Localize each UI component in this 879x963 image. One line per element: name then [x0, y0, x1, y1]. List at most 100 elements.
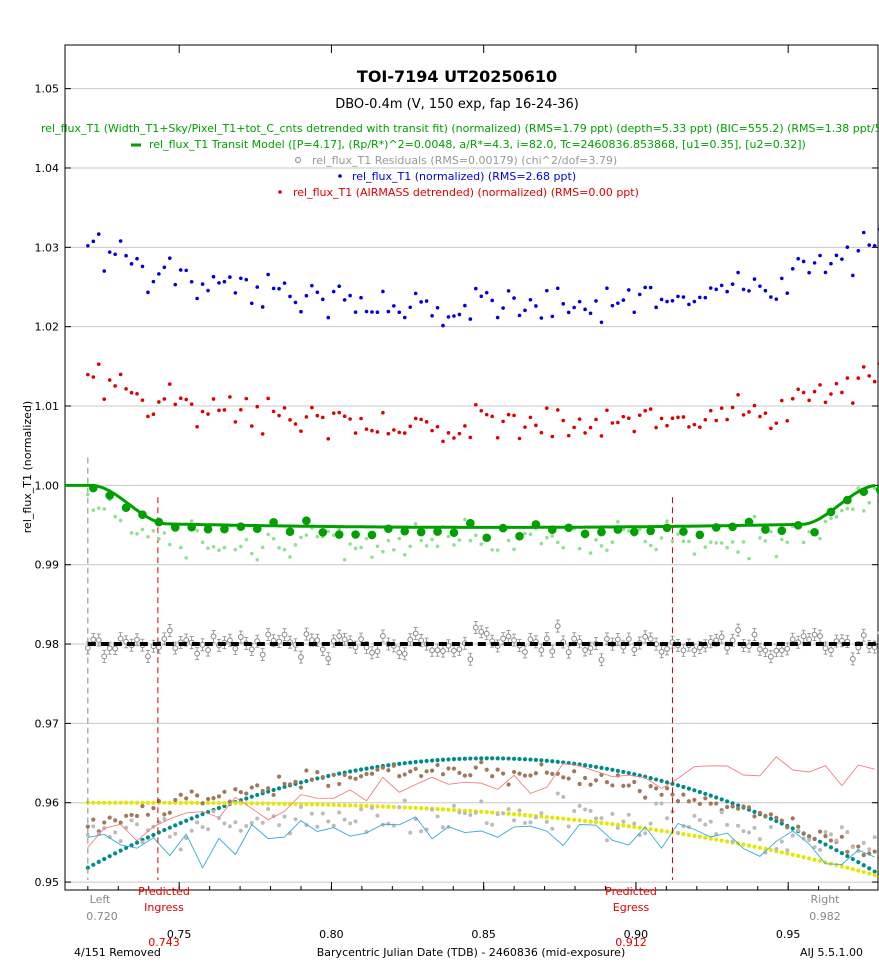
red-point [118, 372, 123, 377]
curve-tot_C_cnts-point [304, 823, 309, 828]
curve-sky-point [730, 804, 735, 809]
residual-point [565, 649, 572, 656]
curve-tot_C_cnts-point [632, 821, 637, 826]
residual-point [505, 633, 512, 640]
green-light-point [277, 545, 281, 550]
curve-airmass-point [714, 795, 719, 800]
blue-point [501, 306, 505, 310]
red-point [523, 425, 527, 429]
green-binned-point [220, 524, 229, 534]
curve-tot_C_cnts-point [501, 811, 506, 816]
curve-sky-point [200, 801, 205, 806]
red-point [637, 413, 642, 418]
green-light-point [681, 539, 686, 544]
red-point [790, 396, 795, 401]
blue-point [359, 295, 363, 300]
curve-sky-point [424, 769, 429, 774]
residual-point [166, 627, 173, 634]
y-tick-label-1: 0.96 [35, 797, 60, 810]
green-light-point [626, 529, 631, 533]
blue-point [506, 289, 511, 293]
curve-sky-point [610, 783, 615, 788]
red-point [146, 414, 150, 419]
curve-tot_C_cnts-point [594, 816, 599, 821]
blue-point [402, 315, 407, 320]
curve-width-point [752, 844, 757, 849]
curve-airmass-point [145, 835, 151, 840]
blue-point [654, 305, 658, 310]
curve-airmass-point [435, 758, 440, 763]
curve-width-point [561, 816, 566, 821]
curve-airmass-point [544, 758, 549, 763]
blue-point [851, 273, 855, 278]
curve-sky-point [823, 834, 828, 839]
green-light-point [741, 540, 746, 544]
curve-width-point [714, 837, 719, 842]
residual-point [440, 648, 446, 654]
curve-tot_C_cnts-point [807, 837, 812, 842]
red-point [479, 408, 484, 413]
curve-tot_C_cnts-point [741, 829, 746, 834]
green-light-point [200, 540, 205, 545]
legend-entry-normalized: rel_flux_T1 (normalized) (RMS=2.68 ppt) [352, 170, 576, 183]
red-point [577, 417, 582, 421]
curve-sky-point [129, 812, 134, 818]
green-light-point [577, 546, 582, 551]
green-light-point [736, 550, 740, 554]
curve-sky-point [856, 844, 861, 849]
curve-tot_C_cnts-point [277, 823, 282, 828]
curve-airmass-point [681, 784, 686, 790]
curve-sky-point [539, 762, 544, 767]
residual-point [407, 636, 414, 643]
curve-airmass-point [735, 803, 741, 808]
curve-width-point [801, 855, 806, 860]
red-point [370, 428, 374, 433]
blue-point [353, 310, 358, 314]
curve-tot_C_cnts-point [752, 825, 757, 830]
green-light-point [331, 533, 336, 538]
blue-point [752, 277, 757, 281]
curve-width-point [337, 802, 342, 808]
curve-airmass-point [255, 792, 260, 798]
blue-point [304, 293, 309, 298]
residual-point [762, 647, 769, 654]
blue-point [594, 299, 598, 303]
residual-point [472, 624, 479, 631]
green-light-point [118, 518, 123, 523]
curve-sky-point [637, 788, 642, 794]
green-binned-point [810, 527, 819, 537]
curve-tot_C_cnts-point [692, 813, 697, 818]
curve-sky-point [714, 801, 719, 806]
curve-tot_C_cnts-point [145, 828, 150, 833]
x-axis-label: Barycentric Julian Date (TDB) - 2460836 … [317, 946, 626, 959]
blue-point [741, 287, 746, 292]
red-point [435, 424, 440, 429]
residual-point [418, 637, 425, 644]
blue-point [818, 253, 822, 258]
residual-point [773, 647, 780, 654]
curve-sky-point [260, 788, 265, 794]
curve-width-point [479, 809, 484, 814]
removed-count: 4/151 Removed [74, 946, 161, 959]
green-binned-point [679, 527, 688, 536]
green-light-point [293, 543, 298, 547]
curve-width-point [282, 801, 287, 806]
red-point [129, 390, 134, 395]
green-light-point [113, 514, 117, 519]
residual-point [582, 647, 588, 653]
blue-point [769, 295, 773, 299]
blue-point [687, 302, 691, 307]
curve-width-point [604, 821, 610, 826]
red-point [550, 434, 555, 439]
green-light-point [282, 547, 287, 552]
curve-width-point [107, 800, 112, 805]
green-light-point [244, 537, 249, 542]
y-tick-label-5: 1.00 [35, 479, 60, 492]
green-light-point [195, 528, 199, 533]
curve-tot_C_cnts-point [490, 822, 495, 827]
curve-width-point [692, 833, 697, 838]
curve-width-point [260, 801, 265, 806]
red-point [359, 416, 363, 421]
blue-point [315, 290, 320, 295]
curve-sky-point [593, 778, 599, 783]
